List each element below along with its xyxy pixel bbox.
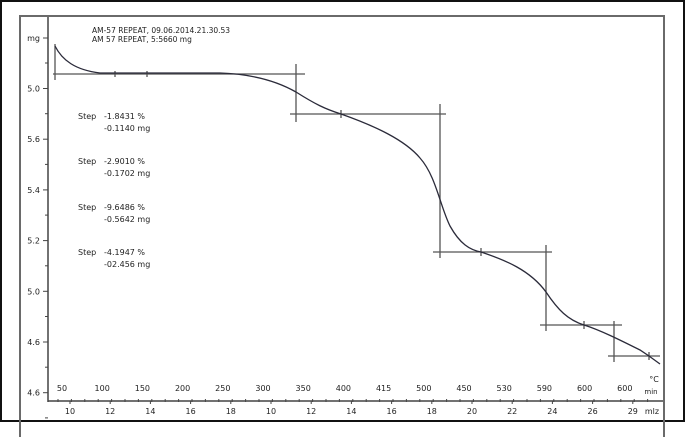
x-unit-time: mlz [645,407,659,416]
x-tick-label-temperature: 600 [577,384,592,393]
step-percent: -1.8431 % [104,112,145,121]
y-tick-label: 5.6 [27,135,40,144]
plot-panel [19,15,665,437]
x-tick-label-time: 18 [226,407,236,416]
x-tick-label-time: 18 [427,407,437,416]
x-tick-label-time: 29 [628,407,638,416]
x-tick-label-temperature: 100 [95,384,110,393]
y-tick-label: 5.0 [27,287,40,296]
x-tick-label-time: 26 [588,407,598,416]
x-tick-label-time: 12 [105,407,115,416]
x-tick-label-time: 14 [346,407,356,416]
y-tick-label: 4.6 [27,338,40,347]
x-tick-label-time: 14 [145,407,155,416]
chart-frame [0,0,685,422]
x-tick-label-temperature: 250 [215,384,230,393]
y-tick-label: 5.2 [27,237,40,246]
step-label: Step [78,203,96,212]
x-tick-label-temperature: 415 [376,384,391,393]
step-annotation: Step -9.6486 % -0.5642 mg [78,203,150,224]
x-unit-temperature: °C [649,375,659,384]
tga-chart: mg 5.0 5.6 5.4 5.2 5.0 4.6 4.6 50 100 150 200 250 30… [27,17,663,419]
x-tick-label-temperature: 450 [456,384,471,393]
x-tick-label-time: 20 [467,407,477,416]
y-tick-label: 5.4 [27,186,40,195]
step-label: Step [78,157,96,166]
x-tick-label-time: 10 [266,407,276,416]
step-label: Step [78,112,96,121]
y-ticks: mg 5.0 5.6 5.4 5.2 5.0 4.6 4.6 [27,34,48,419]
x-tick-label-temperature: 150 [135,384,150,393]
x-tick-label-temperature: 400 [336,384,351,393]
y-tick-label: 4.6 [27,389,40,398]
step-percent: -2.9010 % [104,157,145,166]
y-unit-label: mg [27,34,40,43]
x-tick-label-temperature: 530 [497,384,512,393]
chart-title: AM-57 REPEAT, 09.06.2014.21.30.53 [92,26,230,35]
step-construction-lines [53,44,660,362]
step-annotation: Step -2.9010 % -0.1702 mg [78,157,150,178]
mass-curve [54,45,661,365]
y-tick-label: 5.0 [27,85,40,94]
x-ticks: 50 100 150 200 250 300 350 400 415 500 450 530 590 60… [57,375,659,416]
step-percent: -9.6486 % [104,203,145,212]
step-annotation: Step -4.1947 % -02.456 mg [78,248,150,269]
x-tick-label-temperature: 590 [537,384,552,393]
chart-subtitle: AM 57 REPEAT, 5:5660 mg [92,35,192,44]
x-tick-label-temperature: 350 [296,384,311,393]
x-tick-label-temperature: 500 [416,384,431,393]
step-mass: -0.5642 mg [104,215,150,224]
x-tick-label-time: 12 [306,407,316,416]
step-mass: -02.456 mg [104,260,150,269]
step-mass: -0.1702 mg [104,169,150,178]
x-unit-min: min [644,388,657,396]
x-tick-label-temperature: 200 [175,384,190,393]
x-tick-label-temperature: 300 [255,384,270,393]
step-label: Step [78,248,96,257]
x-tick-label-time: 22 [507,407,517,416]
step-percent: -4.1947 % [104,248,145,257]
x-tick-label-time: 16 [186,407,196,416]
x-tick-label-time: 24 [547,407,557,416]
step-mass: -0.1140 mg [104,124,150,133]
step-annotation: Step -1.8431 % -0.1140 mg [78,112,150,133]
x-tick-label-temperature: 600 [617,384,632,393]
x-tick-label-temperature: 50 [57,384,67,393]
x-tick-label-time: 16 [387,407,397,416]
x-tick-label-time: 10 [65,407,75,416]
